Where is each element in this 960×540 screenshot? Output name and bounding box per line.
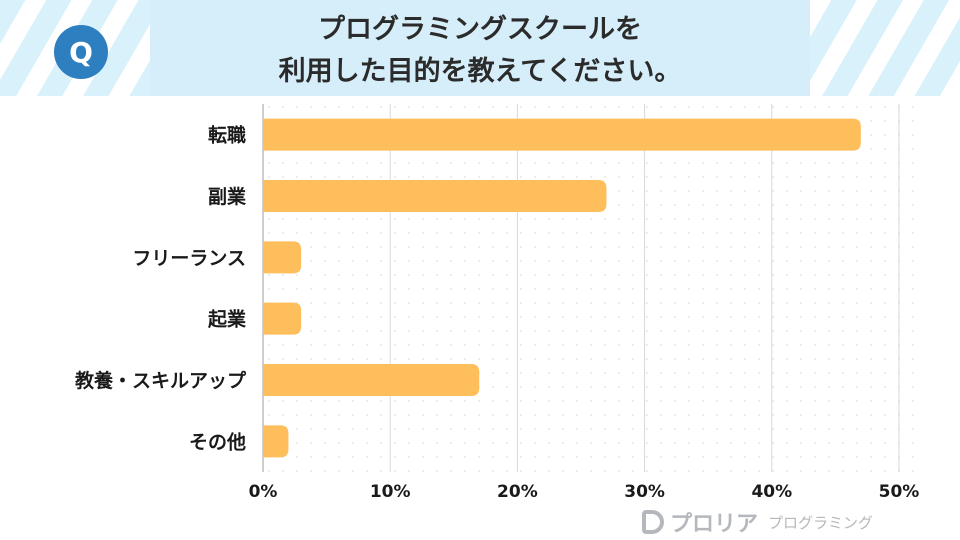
bar: [263, 425, 289, 458]
category-label: フリーランス: [132, 247, 246, 269]
question-badge: Q: [54, 25, 108, 79]
category-label: 転職: [208, 124, 246, 147]
category-label: その他: [189, 430, 246, 453]
x-tick-label: 50%: [879, 482, 920, 502]
x-tick-label: 0%: [249, 482, 278, 502]
bar: [263, 241, 302, 274]
title-line-2: 利用した目的を教えてください。: [278, 56, 682, 87]
category-label: 教養・スキルアップ: [75, 369, 247, 392]
logo-p-icon: [642, 510, 664, 534]
chart-title: プログラミングスクールを 利用した目的を教えてください。: [150, 6, 810, 96]
bar: [263, 302, 302, 335]
bar: [263, 364, 480, 396]
category-label: 副業: [208, 185, 247, 208]
category-label: 起業: [207, 308, 247, 331]
header-panel: [150, 0, 810, 96]
logo-main-text: プロリア: [670, 512, 759, 537]
bar: [263, 118, 861, 151]
x-tick-label: 20%: [497, 482, 538, 502]
plot-background: [262, 100, 922, 472]
brand-logo: プロリア プログラミング: [642, 506, 912, 538]
x-tick-label: 10%: [370, 482, 411, 502]
title-line-1: プログラミングスクールを: [318, 14, 642, 45]
x-tick-label: 40%: [751, 482, 792, 502]
x-tick-label: 30%: [624, 482, 665, 502]
logo-sub-text: プログラミング: [768, 513, 874, 532]
bar: [263, 180, 607, 212]
